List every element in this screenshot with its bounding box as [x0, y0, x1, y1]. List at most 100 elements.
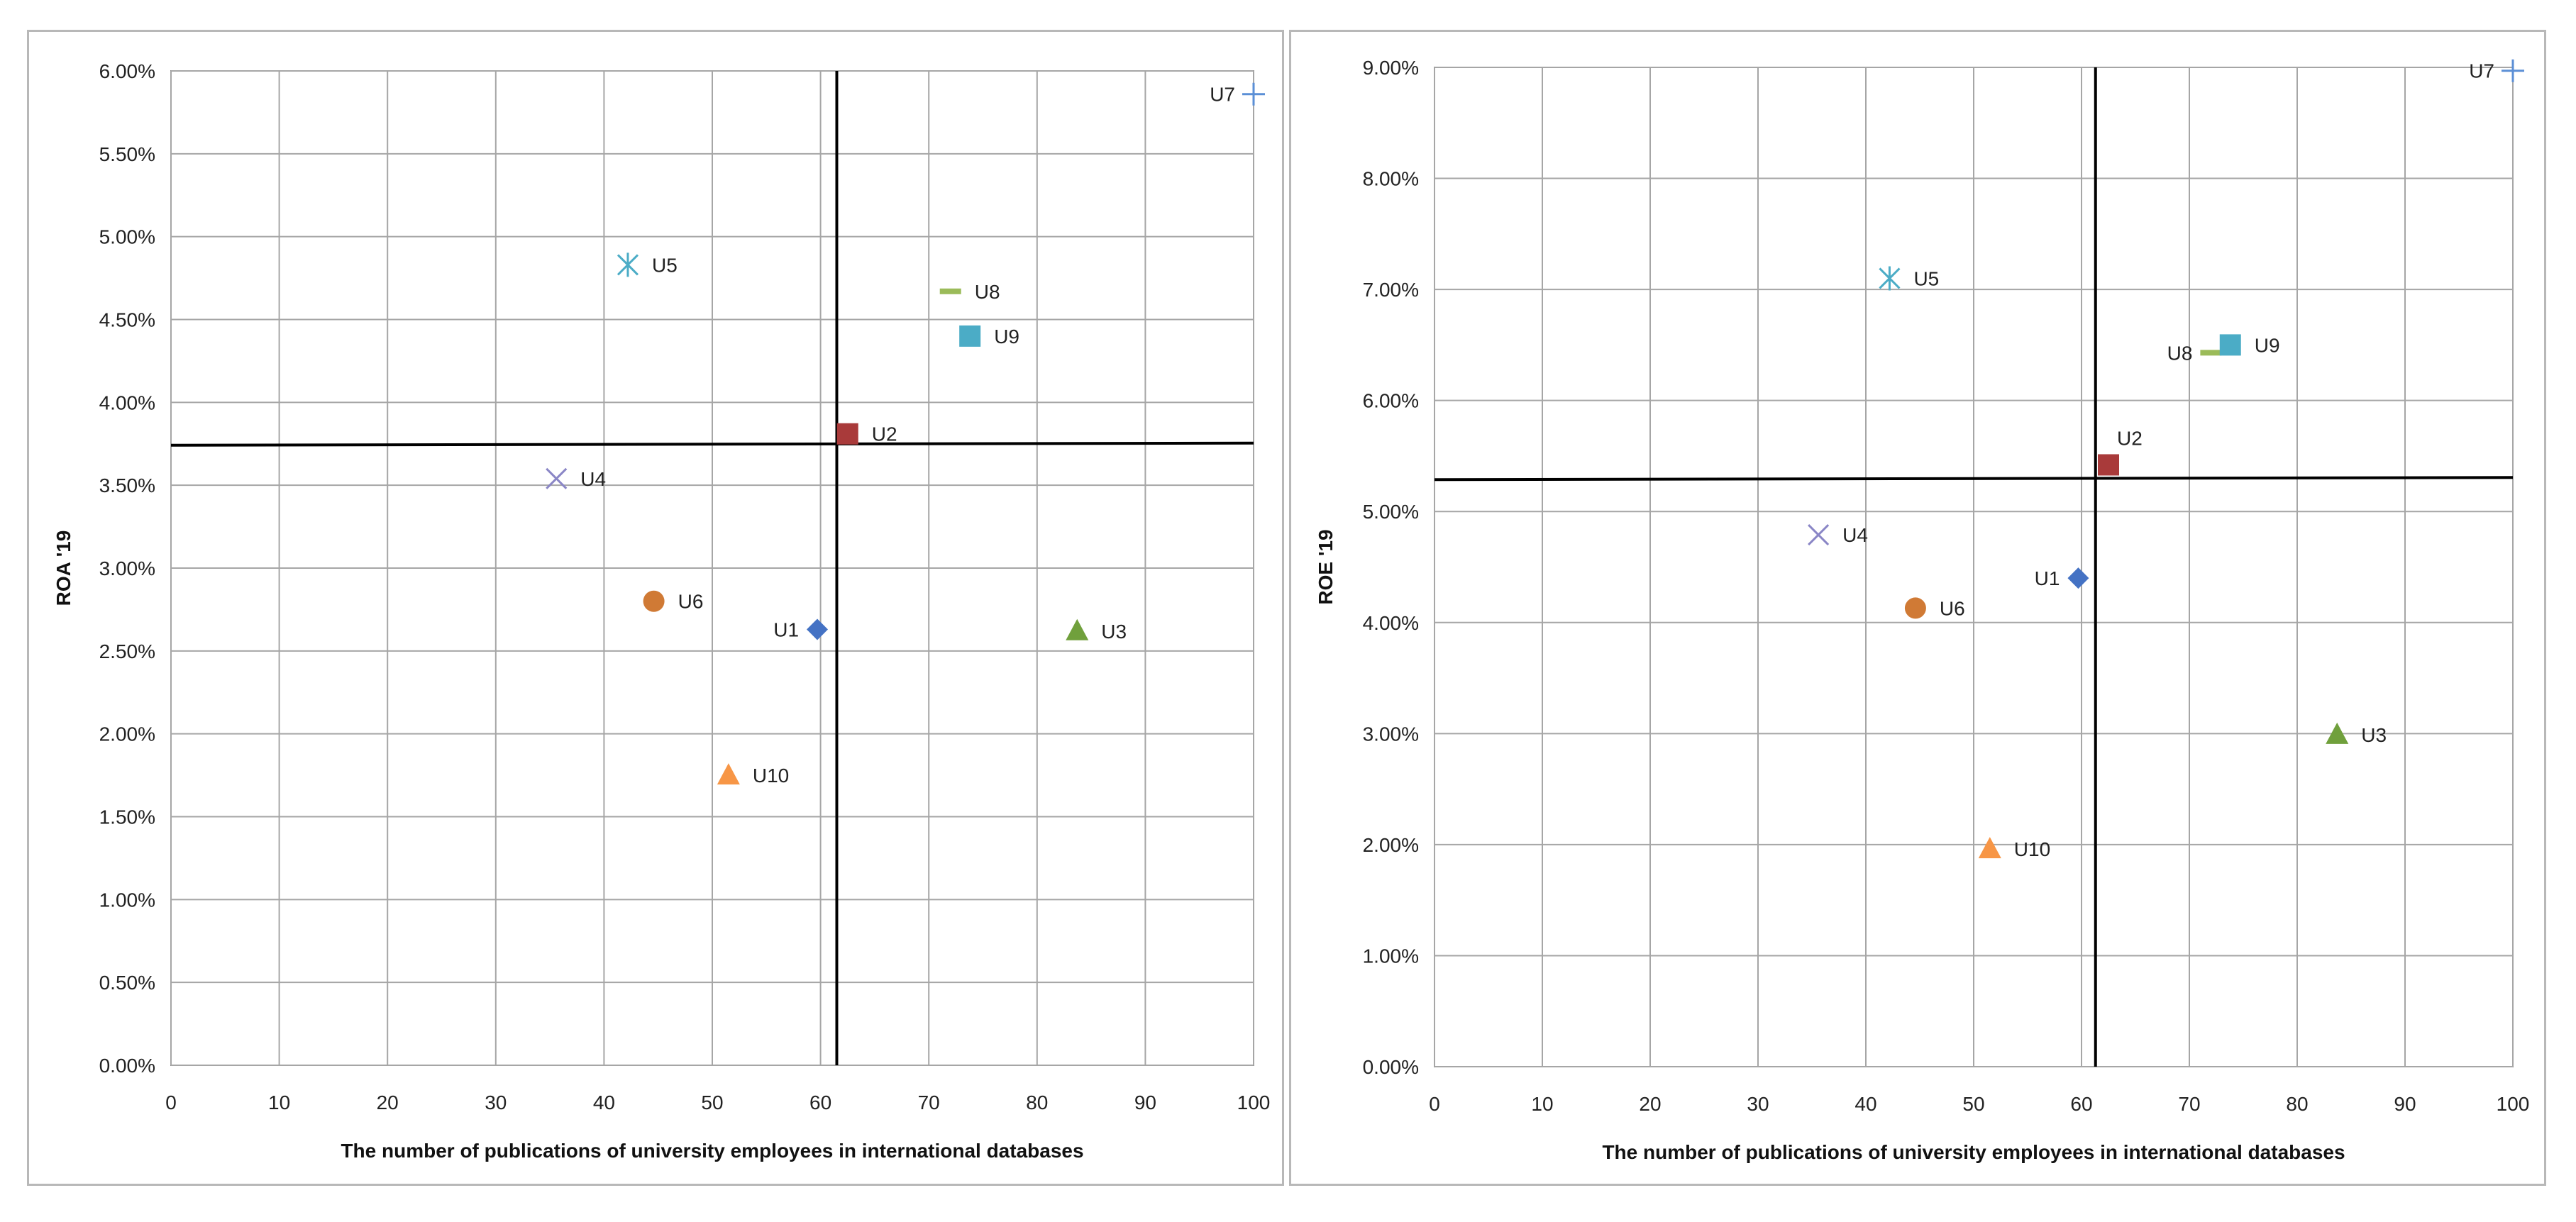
point-label-u1: U1	[773, 618, 799, 640]
x-tick-label: 50	[701, 1092, 723, 1113]
marker-u7	[1242, 82, 1265, 106]
point-label-u4: U4	[580, 468, 606, 490]
data-point-u8: U8	[939, 281, 1000, 303]
y-tick-label: 2.50%	[99, 640, 155, 662]
marker-u8	[939, 288, 961, 294]
x-tick-label: 0	[165, 1092, 177, 1113]
point-label-u10: U10	[2014, 838, 2050, 860]
x-tick-label: 40	[593, 1092, 615, 1113]
y-tick-label: 1.00%	[99, 889, 155, 911]
data-point-u6: U6	[1904, 597, 1965, 619]
y-tick-label: 2.00%	[1363, 834, 1419, 856]
y-tick-label: 3.00%	[1363, 723, 1419, 745]
marker-u9	[959, 325, 981, 347]
y-tick-label: 4.00%	[1363, 612, 1419, 634]
data-point-u5: U5	[1879, 266, 1939, 291]
point-label-u5: U5	[652, 254, 678, 276]
data-point-u2: U2	[836, 423, 897, 445]
marker-u9	[2219, 334, 2241, 356]
point-label-u8: U8	[2167, 342, 2193, 364]
y-tick-label: 3.50%	[99, 474, 155, 496]
point-label-u6: U6	[678, 591, 704, 613]
x-tick-label: 20	[1639, 1093, 1661, 1115]
x-tick-label: 60	[2070, 1093, 2092, 1115]
data-point-u1: U1	[773, 618, 829, 640]
data-point-u8: U8	[2167, 342, 2222, 364]
data-point-u3: U3	[1066, 618, 1127, 643]
marker-u1	[807, 618, 829, 640]
data-point-u7: U7	[1210, 82, 1265, 106]
data-point-u3: U3	[2326, 722, 2387, 746]
y-tick-label: 1.50%	[99, 806, 155, 828]
marker-u10	[717, 763, 740, 785]
y-tick-label: 5.00%	[99, 226, 155, 248]
data-point-u1: U1	[2035, 567, 2089, 589]
point-label-u3: U3	[1101, 621, 1127, 643]
point-label-u9: U9	[2255, 334, 2280, 356]
x-tick-label: 80	[2286, 1093, 2308, 1115]
x-tick-label: 70	[918, 1092, 940, 1113]
x-tick-label: 40	[1854, 1093, 1876, 1115]
y-tick-label: 0.50%	[99, 972, 155, 994]
marker-u6	[1904, 597, 1926, 619]
point-label-u8: U8	[975, 281, 1000, 303]
x-tick-label: 30	[485, 1092, 507, 1113]
marker-u5	[617, 252, 639, 277]
y-tick-label: 4.50%	[99, 309, 155, 331]
marker-u8	[2200, 350, 2222, 356]
marker-u4	[1808, 524, 1830, 546]
y-tick-label: 3.00%	[99, 557, 155, 579]
data-point-u6: U6	[643, 590, 704, 613]
marker-u3	[1066, 618, 1089, 640]
y-tick-label: 5.50%	[99, 143, 155, 165]
y-tick-label: 0.00%	[99, 1055, 155, 1077]
y-tick-label: 9.00%	[1363, 57, 1419, 79]
y-tick-label: 7.00%	[1363, 279, 1419, 301]
data-point-u7: U7	[2469, 59, 2524, 82]
x-tick-label: 50	[1962, 1093, 1984, 1115]
marker-u2	[836, 423, 858, 445]
point-label-u3: U3	[2361, 724, 2387, 746]
point-label-u10: U10	[753, 765, 789, 787]
x-tick-label: 100	[2497, 1093, 2530, 1115]
x-axis-title: The number of publications of university…	[1602, 1141, 2345, 1163]
x-tick-label: 70	[2178, 1093, 2200, 1115]
x-axis-title: The number of publications of university…	[341, 1140, 1083, 1162]
data-point-u2: U2	[2098, 427, 2143, 476]
data-point-u9: U9	[2219, 334, 2280, 356]
y-tick-label: 2.00%	[99, 723, 155, 745]
y-tick-label: 4.00%	[99, 391, 155, 413]
x-tick-label: 90	[2394, 1093, 2416, 1115]
x-tick-label: 10	[1531, 1093, 1553, 1115]
x-tick-label: 80	[1026, 1092, 1048, 1113]
data-point-u9: U9	[959, 325, 1019, 348]
y-tick-label: 6.00%	[1363, 390, 1419, 412]
roa-chart-panel: 0.00% 0.50% 1.00% 1.50% 2.00% 2.50% 3.00% 3.50%…	[27, 30, 1284, 1186]
point-label-u7: U7	[1210, 84, 1235, 106]
x-tick-label: 10	[268, 1092, 290, 1113]
y-axis-title: ROA '19	[52, 531, 74, 606]
marker-u2	[2098, 454, 2119, 476]
marker-u10	[1978, 837, 2001, 859]
point-label-u4: U4	[1842, 524, 1868, 546]
data-point-u10: U10	[717, 763, 789, 787]
x-tick-label: 60	[809, 1092, 831, 1113]
y-tick-label: 1.00%	[1363, 945, 1419, 967]
point-label-u7: U7	[2469, 60, 2494, 82]
x-tick-label: 20	[377, 1092, 399, 1113]
roe-chart-panel: 0.00% 1.00% 2.00% 3.00% 4.00% 5.00% 6.00% 7.00%…	[1289, 30, 2546, 1186]
roe-scatter-chart: 0.00% 1.00% 2.00% 3.00% 4.00% 5.00% 6.00% 7.00%…	[1315, 57, 2530, 1163]
marker-u3	[2326, 722, 2349, 744]
y-tick-label: 0.00%	[1363, 1056, 1419, 1078]
marker-u6	[643, 590, 665, 612]
point-label-u2: U2	[2117, 427, 2143, 449]
y-tick-label: 6.00%	[99, 60, 155, 82]
roa-scatter-chart: 0.00% 0.50% 1.00% 1.50% 2.00% 2.50% 3.00% 3.50%…	[52, 60, 1270, 1162]
point-label-u5: U5	[1913, 267, 1939, 289]
data-point-u5: U5	[617, 252, 678, 277]
x-tick-label: 90	[1134, 1092, 1156, 1113]
y-tick-label: 8.00%	[1363, 168, 1419, 190]
horizontal-reference-line	[170, 441, 1254, 447]
data-point-u4: U4	[1808, 524, 1868, 546]
data-point-u4: U4	[546, 467, 606, 490]
